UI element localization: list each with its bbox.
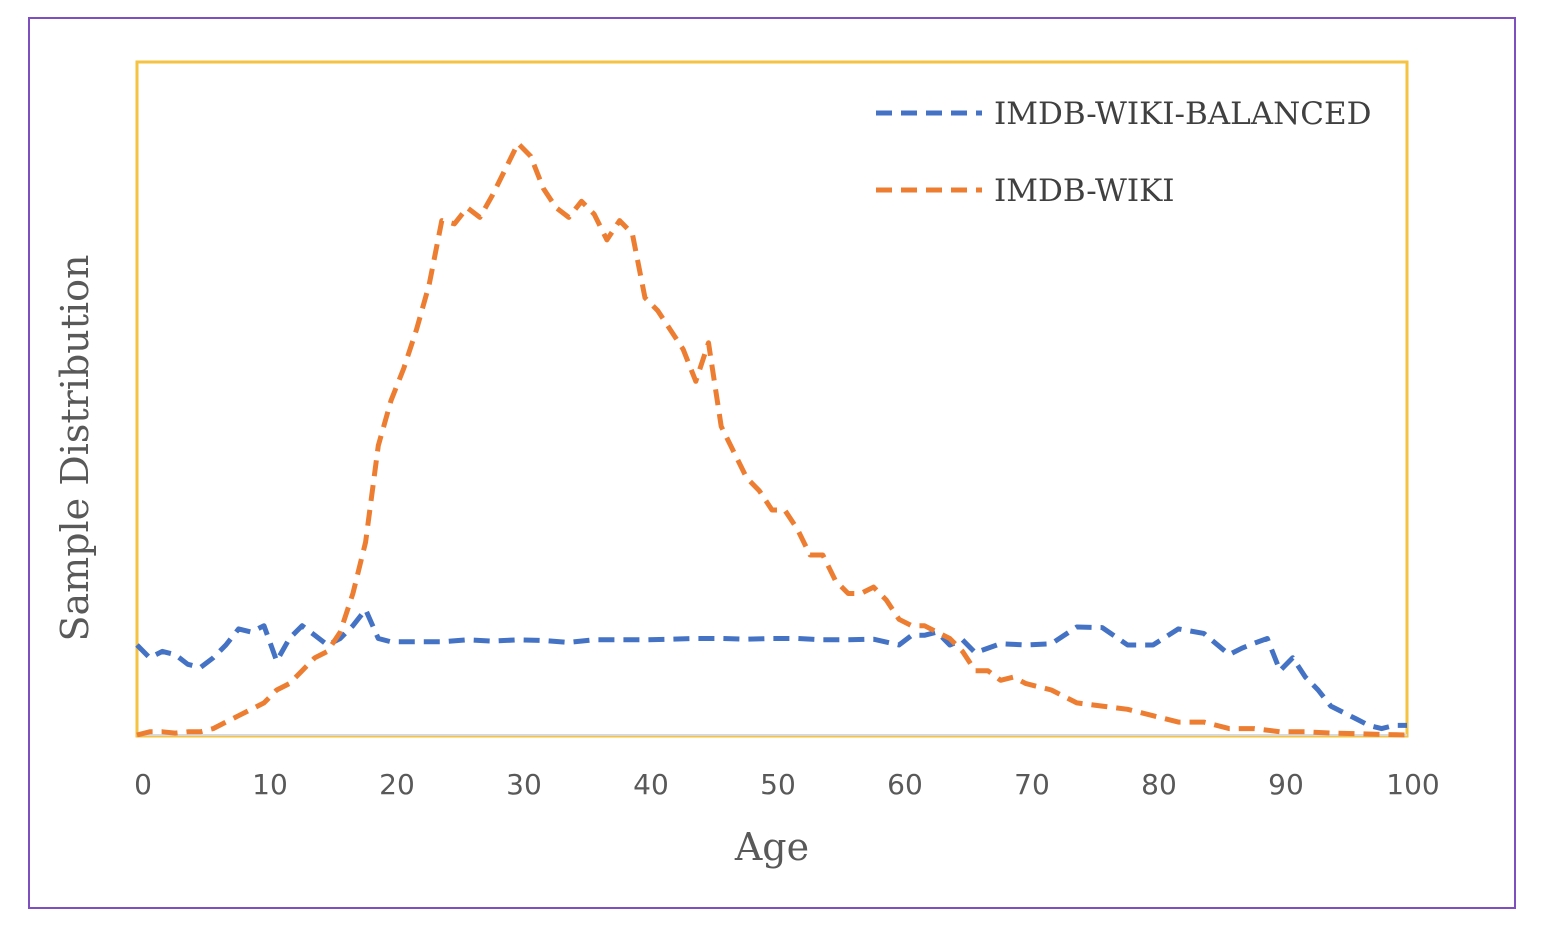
x-tick-label: 90 (1268, 768, 1304, 801)
legend: IMDB-WIKI-BALANCED IMDB-WIKI (876, 96, 1371, 209)
series-line-imdb-wiki (136, 140, 1408, 738)
x-tick-label: 70 (1014, 768, 1050, 801)
x-axis-title: Age (734, 825, 809, 869)
x-tick-label: 60 (887, 768, 923, 801)
plot-area (135, 60, 1409, 738)
x-tick-label: 100 (1386, 768, 1439, 801)
series-line-imdb-wiki-balanced (135, 607, 1407, 732)
series-layer (135, 140, 1408, 738)
x-tick-label: 80 (1141, 768, 1177, 801)
x-tick-label: 30 (506, 768, 542, 801)
x-tick-label: 20 (379, 768, 415, 801)
legend-label-imdb-wiki-balanced: IMDB-WIKI-BALANCED (994, 96, 1371, 132)
x-tick-labels: 0 10 20 30 40 50 60 70 80 90 100 (134, 768, 1440, 801)
x-tick-label: 10 (252, 768, 288, 801)
x-tick-label: 40 (633, 768, 669, 801)
x-tick-label: 0 (134, 768, 152, 801)
x-tick-label: 50 (760, 768, 796, 801)
y-axis-title: Sample Distribution (53, 254, 97, 641)
legend-label-imdb-wiki: IMDB-WIKI (994, 173, 1175, 209)
